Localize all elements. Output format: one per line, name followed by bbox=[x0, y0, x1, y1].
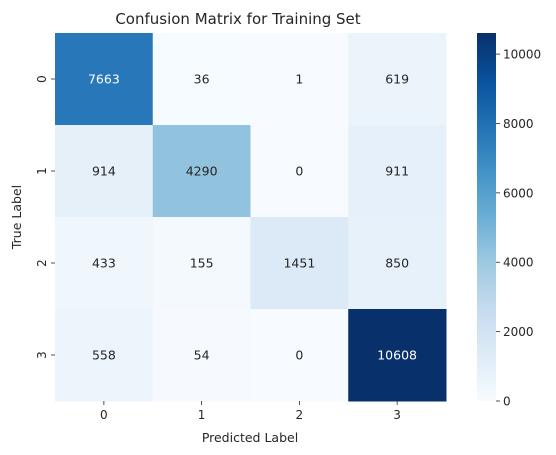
y-tick-label: 3 bbox=[35, 351, 49, 359]
cell-label-1-3: 911 bbox=[385, 164, 409, 179]
x-tick-label: 0 bbox=[100, 408, 108, 422]
colorbar-tick-label: 8000 bbox=[503, 117, 534, 131]
colorbar-tick-label: 0 bbox=[503, 395, 511, 409]
cell-label-3-2: 0 bbox=[295, 348, 303, 363]
colorbar-tick-label: 6000 bbox=[503, 186, 534, 200]
cell-label-2-3: 850 bbox=[385, 256, 409, 271]
cell-label-0-3: 619 bbox=[385, 72, 409, 87]
x-axis-ticks: 0 1 2 3 bbox=[100, 401, 401, 422]
colorbar-tick-label: 2000 bbox=[503, 325, 534, 339]
heatmap-cell-3-1 bbox=[152, 309, 251, 402]
cell-label-1-1: 4290 bbox=[186, 164, 218, 179]
y-axis-label: True Label bbox=[9, 185, 24, 250]
heatmap-cell-3-0 bbox=[55, 309, 154, 402]
heatmap-cell-1-2 bbox=[250, 125, 349, 218]
x-tick-label: 2 bbox=[296, 408, 304, 422]
y-tick-label: 2 bbox=[35, 259, 49, 267]
cell-label-0-1: 36 bbox=[194, 72, 210, 87]
cell-label-2-0: 433 bbox=[92, 256, 116, 271]
cell-label-1-0: 914 bbox=[92, 164, 116, 179]
chart-title: Confusion Matrix for Training Set bbox=[115, 10, 360, 28]
heatmap-cell-0-2 bbox=[250, 33, 349, 126]
x-axis-label: Predicted Label bbox=[202, 430, 298, 445]
heatmap-cell-1-0 bbox=[55, 125, 154, 218]
heatmap-cell-2-1 bbox=[152, 217, 251, 310]
heatmap-cell-0-0 bbox=[55, 33, 154, 126]
heatmap-cell-3-2 bbox=[250, 309, 349, 402]
cell-label-3-3: 10608 bbox=[377, 348, 417, 363]
y-tick-label: 0 bbox=[35, 75, 49, 83]
cell-label-3-1: 54 bbox=[194, 348, 210, 363]
cell-label-1-2: 0 bbox=[295, 164, 303, 179]
cell-label-0-0: 7663 bbox=[88, 72, 120, 87]
colorbar: 0 2000 4000 6000 8000 10000 bbox=[477, 33, 541, 409]
cell-label-2-1: 155 bbox=[190, 256, 214, 271]
heatmap-cell-2-0 bbox=[55, 217, 154, 310]
x-tick-label: 1 bbox=[198, 408, 206, 422]
heatmap-cell-2-3 bbox=[348, 217, 447, 310]
heatmap-cell-3-3 bbox=[348, 309, 447, 402]
colorbar-gradient bbox=[477, 33, 496, 401]
cell-label-2-2: 1451 bbox=[283, 256, 315, 271]
heatmap-cell-0-1 bbox=[152, 33, 251, 126]
x-tick-label: 3 bbox=[393, 408, 401, 422]
colorbar-tick-label: 10000 bbox=[503, 48, 541, 62]
heatmap-cell-1-3 bbox=[348, 125, 447, 218]
colorbar-tick-label: 4000 bbox=[503, 256, 534, 270]
cell-label-0-2: 1 bbox=[295, 72, 303, 87]
y-tick-label: 1 bbox=[35, 167, 49, 175]
heatmap-cell-2-2 bbox=[250, 217, 349, 310]
cell-label-3-0: 558 bbox=[92, 348, 116, 363]
heatmap-cells: 7663 36 1 619 914 4290 0 911 433 155 1451 850 558 54 0… bbox=[55, 33, 447, 402]
heatmap-cell-0-3 bbox=[348, 33, 447, 126]
y-axis-ticks: 0 1 2 3 bbox=[35, 75, 55, 359]
heatmap-cell-1-1 bbox=[152, 125, 251, 218]
